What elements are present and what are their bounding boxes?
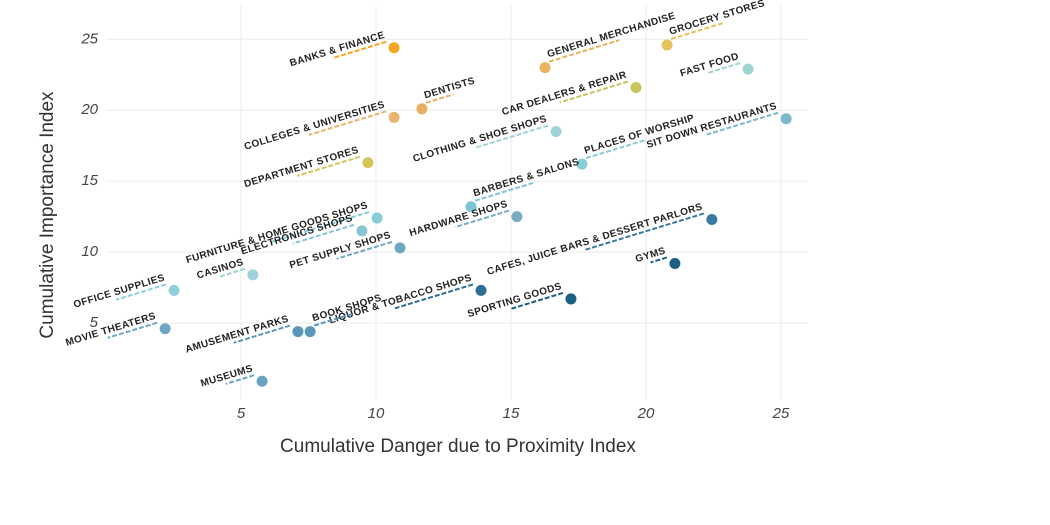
label-underline xyxy=(548,39,620,63)
label-underline xyxy=(225,374,255,385)
point xyxy=(465,201,477,213)
point-label-group: LIQUOR & TOBACCO SHOPS xyxy=(328,273,474,327)
point xyxy=(304,326,316,338)
point-label-group: DEPARTMENT STORES xyxy=(243,145,361,190)
point xyxy=(388,42,400,54)
point-label: MOVIE THEATERS xyxy=(64,311,157,349)
point-label-group: FAST FOOD xyxy=(679,51,741,79)
point-label: CLOTHING & SHOE SHOPS xyxy=(412,114,549,165)
point-label-group: GROCERY STORES xyxy=(668,0,766,40)
point-label: OFFICE SUPPLIES xyxy=(72,273,166,311)
point-label: DENTISTS xyxy=(423,76,477,102)
label-underline xyxy=(292,223,355,245)
x-axis-title: Cumulative Danger due to Proximity Index xyxy=(280,436,636,457)
point xyxy=(565,293,577,305)
point-label-group: GYMS xyxy=(634,246,668,265)
point xyxy=(256,375,268,387)
label-underline xyxy=(115,283,167,301)
point-label-group: BARBERS & SALONS xyxy=(472,157,581,202)
point xyxy=(247,269,259,281)
point-label-group: HARDWARE SHOPS xyxy=(408,199,510,239)
point-label-group: AMUSEMENT PARKS xyxy=(184,314,291,356)
point xyxy=(159,323,171,335)
point-label-group: MOVIE THEATERS xyxy=(64,311,158,349)
label-underline xyxy=(670,22,724,40)
point xyxy=(356,225,368,237)
point-label-group: DENTISTS xyxy=(423,76,477,104)
point xyxy=(511,211,523,223)
label-underline xyxy=(559,80,629,104)
label-underline xyxy=(313,313,353,327)
y-tick-label: 25 xyxy=(80,30,98,47)
point-label: DEPARTMENT STORES xyxy=(243,145,360,190)
point-label: MUSEUMS xyxy=(199,363,254,389)
point xyxy=(168,284,180,296)
point xyxy=(416,103,428,115)
y-tick-label: 15 xyxy=(81,172,98,189)
label-underline xyxy=(650,256,668,264)
label-underline xyxy=(454,209,510,229)
point xyxy=(388,111,400,123)
label-underline xyxy=(219,267,246,278)
label-underline xyxy=(233,324,291,344)
label-underline xyxy=(707,62,741,74)
y-tick-label: 20 xyxy=(80,101,98,118)
y-axis-title: Cumulative Importance Index xyxy=(37,91,58,339)
point-label-group: COLLEGES & UNIVERSITIES xyxy=(243,99,387,153)
label-underline xyxy=(474,182,534,202)
point-label-group: BANKS & FINANCE xyxy=(289,30,387,69)
x-tick-label: 25 xyxy=(772,405,790,422)
point-label: AMUSEMENT PARKS xyxy=(184,314,290,356)
point-label: GROCERY STORES xyxy=(668,0,766,38)
point-label: BARBERS & SALONS xyxy=(472,157,581,200)
point-label: HARDWARE SHOPS xyxy=(408,199,509,239)
point-label: BANKS & FINANCE xyxy=(289,30,387,69)
label-underline xyxy=(296,155,361,177)
point-label-group: FURNITURE & HOME GOODS SHOPS xyxy=(185,200,370,266)
point xyxy=(394,242,406,254)
point-label: COLLEGES & UNIVERSITIES xyxy=(243,99,386,152)
point xyxy=(292,326,304,338)
point xyxy=(371,212,383,224)
label-underline xyxy=(585,138,647,160)
label-underline xyxy=(425,93,454,104)
label-underline xyxy=(333,40,387,59)
point xyxy=(539,62,551,74)
point-label: CAR DEALERS & REPAIR xyxy=(501,70,629,119)
label-underline xyxy=(107,321,158,339)
label-underline xyxy=(269,211,370,244)
label-underline xyxy=(511,291,564,310)
label-underline xyxy=(308,110,387,136)
point-label-group: CLOTHING & SHOE SHOPS xyxy=(412,114,549,165)
point xyxy=(706,213,718,225)
point xyxy=(630,82,642,94)
point xyxy=(576,158,588,170)
label-underline xyxy=(336,240,393,260)
x-tick-label: 15 xyxy=(503,405,520,422)
point-label-group: CAR DEALERS & REPAIR xyxy=(501,70,629,119)
point xyxy=(475,284,487,296)
point xyxy=(742,63,754,75)
label-underline xyxy=(706,111,779,136)
point xyxy=(362,157,374,169)
x-tick-label: 5 xyxy=(237,405,246,422)
y-tick-label: 10 xyxy=(81,243,98,260)
label-underline xyxy=(474,124,549,149)
point-label: LIQUOR & TOBACCO SHOPS xyxy=(328,273,473,327)
point-label-group: GENERAL MERCHANDISE xyxy=(546,11,677,63)
point-label-group: MUSEUMS xyxy=(199,363,255,390)
x-tick-label: 10 xyxy=(368,405,385,422)
point xyxy=(669,257,681,269)
x-tick-label: 20 xyxy=(637,405,655,422)
point xyxy=(661,39,673,51)
y-tick-label: 5 xyxy=(90,314,99,331)
point-label: FURNITURE & HOME GOODS SHOPS xyxy=(185,200,369,266)
point xyxy=(550,126,562,138)
point-label: GENERAL MERCHANDISE xyxy=(546,11,677,61)
point-label-group: OFFICE SUPPLIES xyxy=(72,273,167,311)
point xyxy=(780,113,792,125)
